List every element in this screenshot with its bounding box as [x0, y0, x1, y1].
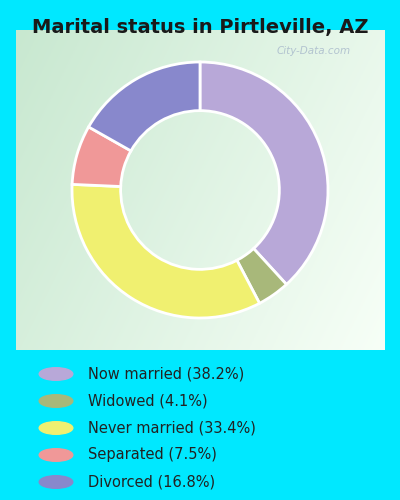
Text: City-Data.com: City-Data.com [276, 46, 350, 56]
Text: Now married (38.2%): Now married (38.2%) [88, 366, 244, 382]
Wedge shape [72, 184, 260, 318]
Text: Widowed (4.1%): Widowed (4.1%) [88, 394, 208, 408]
Wedge shape [89, 62, 200, 151]
Wedge shape [72, 127, 131, 186]
Circle shape [39, 476, 73, 488]
Text: Separated (7.5%): Separated (7.5%) [88, 448, 217, 462]
Circle shape [39, 422, 73, 434]
Circle shape [39, 368, 73, 380]
Text: Never married (33.4%): Never married (33.4%) [88, 420, 256, 436]
Circle shape [39, 448, 73, 462]
Wedge shape [200, 62, 328, 284]
Text: Divorced (16.8%): Divorced (16.8%) [88, 474, 215, 490]
Text: Marital status in Pirtleville, AZ: Marital status in Pirtleville, AZ [32, 18, 368, 36]
Circle shape [39, 394, 73, 407]
Wedge shape [237, 248, 286, 304]
